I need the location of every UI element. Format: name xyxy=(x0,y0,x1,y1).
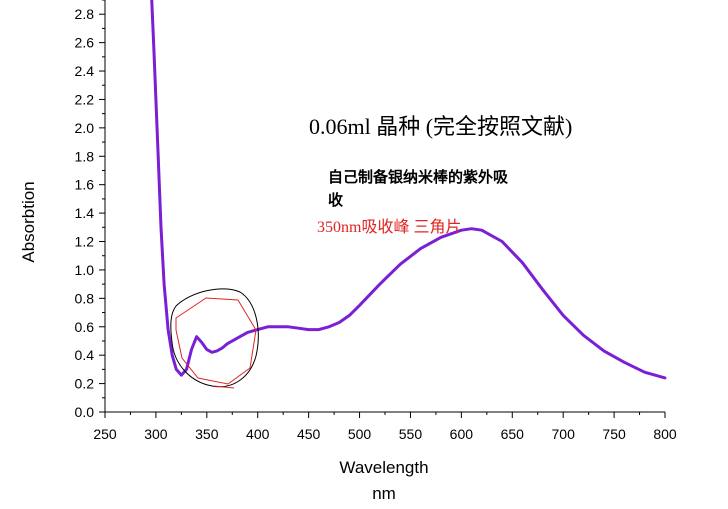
y-tick-label: 0.4 xyxy=(75,347,95,363)
annotation-self-prepared-line2: 收 xyxy=(328,191,343,209)
y-axis-label: Absorbtion xyxy=(19,181,38,262)
annotation-self-prepared-line1: 自己制备银纳米棒的紫外吸 xyxy=(328,168,509,186)
x-tick-label: 350 xyxy=(195,426,219,442)
hand-drawn-red-circle xyxy=(175,297,257,389)
annotation-350nm-peak: 350nm吸收峰 三角片 xyxy=(317,218,461,236)
annotation-seed-volume: 0.06ml 晶种 (完全按照文献) xyxy=(309,114,572,139)
x-tick-label: 650 xyxy=(501,426,525,442)
y-tick-label: 0.0 xyxy=(75,404,95,420)
x-axis-unit: nm xyxy=(372,484,396,503)
x-tick-label: 250 xyxy=(93,426,117,442)
x-tick-label: 700 xyxy=(552,426,576,442)
y-tick-label: 2.8 xyxy=(75,6,95,22)
y-tick-label: 0.2 xyxy=(75,376,95,392)
y-tick-label: 2.0 xyxy=(75,120,95,136)
hand-drawn-black-circle xyxy=(170,288,259,388)
x-tick-label: 500 xyxy=(348,426,372,442)
x-tick-label: 400 xyxy=(246,426,270,442)
y-tick-label: 2.4 xyxy=(75,63,95,79)
y-tick-label: 2.2 xyxy=(75,91,95,107)
x-axis-label: Wavelength xyxy=(339,458,428,477)
axes xyxy=(104,0,665,413)
x-ticks: 250 300 350 400 450 500 550 600 650 700 750 800 xyxy=(93,412,677,442)
x-tick-label: 750 xyxy=(602,426,626,442)
x-tick-label: 550 xyxy=(399,426,423,442)
y-ticks: 0.0 0.2 0.4 0.6 0.8 1.0 1.2 1.4 1.6 1.8 2.0 2.2 2.4 2… xyxy=(75,0,105,420)
y-tick-label: 0.6 xyxy=(75,319,95,335)
y-tick-label: 0.8 xyxy=(75,290,95,306)
y-tick-label: 2.6 xyxy=(75,35,95,51)
absorption-series-line xyxy=(150,0,667,380)
y-tick-label: 1.6 xyxy=(75,177,95,193)
x-tick-label: 450 xyxy=(297,426,321,442)
x-tick-label: 800 xyxy=(653,426,677,442)
y-tick-label: 1.0 xyxy=(75,262,95,278)
y-tick-label: 1.4 xyxy=(75,205,95,221)
series-group xyxy=(150,0,667,380)
y-tick-label: 1.2 xyxy=(75,234,95,250)
x-tick-label: 600 xyxy=(450,426,474,442)
x-tick-label: 300 xyxy=(144,426,168,442)
y-tick-label: 1.8 xyxy=(75,148,95,164)
